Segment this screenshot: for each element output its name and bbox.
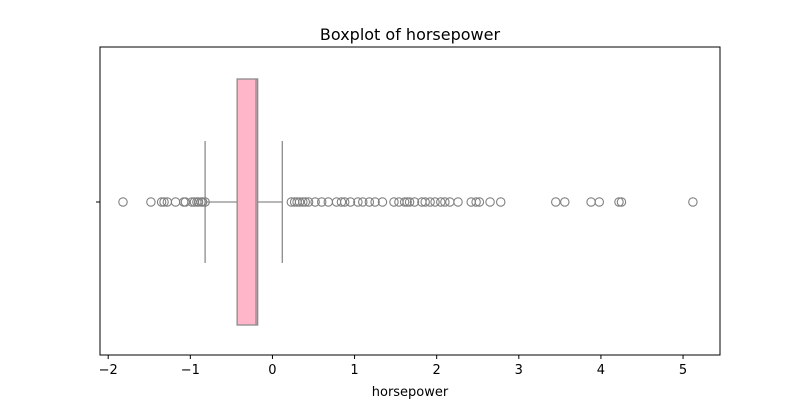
x-tick-label: 1 xyxy=(350,363,358,378)
outlier-point xyxy=(298,197,308,207)
outlier-point xyxy=(404,197,415,207)
outlier-point xyxy=(310,197,320,207)
chart-title: Boxplot of horsepower xyxy=(320,25,501,44)
box-iqr xyxy=(236,78,259,326)
outlier-point xyxy=(300,197,311,207)
outlier-point xyxy=(594,197,605,207)
outlier-point xyxy=(146,197,156,207)
outlier-point xyxy=(586,197,596,207)
outlier-point xyxy=(370,197,380,207)
outlier-point xyxy=(614,197,624,207)
outlier-point xyxy=(197,197,208,207)
outlier-point xyxy=(436,197,446,207)
outlier-point xyxy=(474,197,485,207)
outlier-point xyxy=(353,197,363,207)
outlier-point xyxy=(420,197,430,207)
outlier-point xyxy=(440,197,450,207)
outlier-point xyxy=(616,197,627,207)
outlier-point xyxy=(345,197,356,207)
outlier-point xyxy=(358,197,368,207)
plot-area xyxy=(99,46,721,356)
outlier-point xyxy=(339,197,350,207)
outlier-point xyxy=(485,197,495,207)
outlier-point xyxy=(445,197,455,207)
outlier-point xyxy=(193,197,204,207)
outlier-point xyxy=(170,197,181,207)
x-tick-label: 4 xyxy=(597,363,605,378)
x-tick-label: 5 xyxy=(679,363,687,378)
x-tick-label: 0 xyxy=(268,363,276,378)
chart-marks xyxy=(118,78,698,326)
x-axis: −2 −1 0 1 2 3 4 5 xyxy=(99,355,687,378)
outlier-point xyxy=(495,197,506,207)
x-tick-label: 2 xyxy=(433,363,441,378)
outlier-point xyxy=(402,197,412,207)
x-tick-label: −2 xyxy=(99,363,118,378)
outlier-point xyxy=(560,197,570,207)
outlier-point xyxy=(303,197,314,207)
x-tick-label: −1 xyxy=(181,363,200,378)
outlier-point xyxy=(156,197,167,207)
outlier-point xyxy=(466,197,476,207)
outlier-point xyxy=(200,197,210,207)
outlier-point xyxy=(118,197,128,207)
outlier-point xyxy=(331,197,342,207)
x-axis-label: horsepower xyxy=(372,385,449,400)
outlier-point xyxy=(688,197,698,207)
outlier-point xyxy=(389,197,399,207)
outlier-point xyxy=(425,197,435,207)
outlier-point xyxy=(551,197,561,207)
outlier-point xyxy=(453,197,463,207)
outlier-point xyxy=(323,197,334,207)
outlier-point xyxy=(294,197,305,207)
x-tick-label: 3 xyxy=(515,363,523,378)
outlier-point xyxy=(336,197,347,207)
outlier-point xyxy=(399,197,410,207)
outlier-point xyxy=(377,197,388,207)
outlier-point xyxy=(364,197,375,207)
outlier-point xyxy=(316,197,327,207)
outlier-point xyxy=(187,197,197,207)
outlier-point xyxy=(159,197,169,207)
outlier-point xyxy=(180,197,191,207)
outlier-point xyxy=(430,197,440,207)
outlier-point xyxy=(471,197,481,207)
outlier-point xyxy=(409,197,420,207)
